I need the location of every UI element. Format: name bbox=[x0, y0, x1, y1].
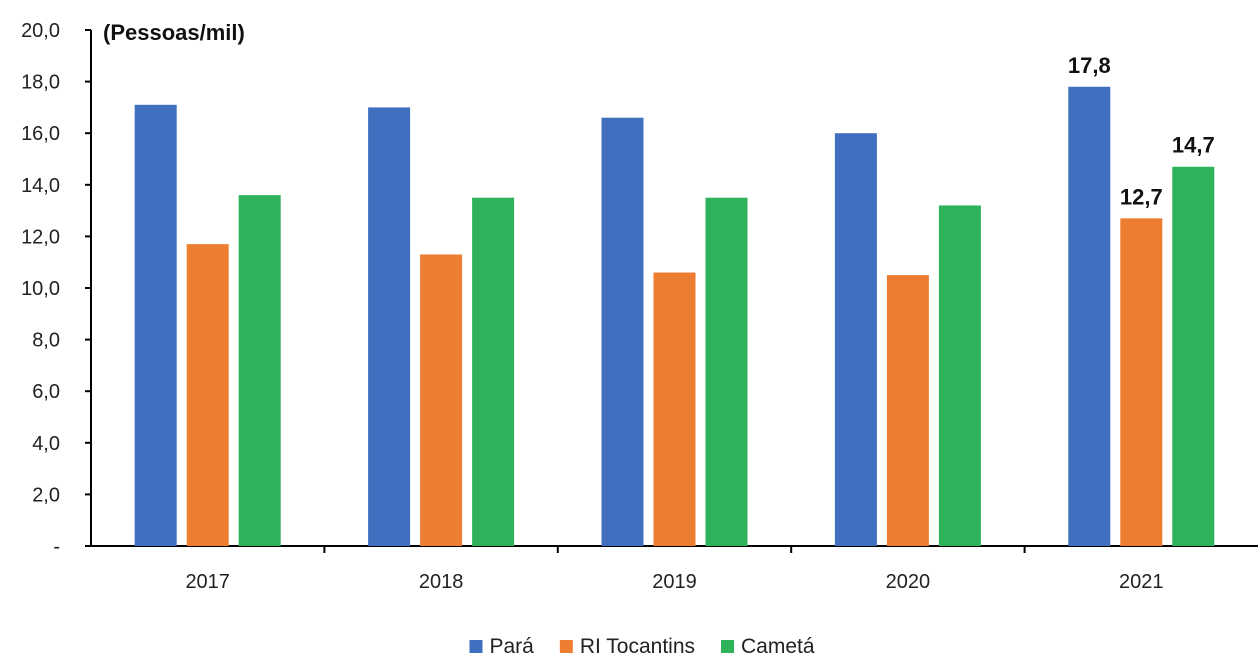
y-tick-label: 6,0 bbox=[32, 381, 60, 403]
bar-ri-tocantins-2017 bbox=[186, 244, 229, 546]
y-tick-label: 4,0 bbox=[32, 433, 60, 455]
y-axis: - 2,0 4,0 6,0 8,0 10,0 12,0 14,0 16,0 18,0 20,0 bbox=[21, 20, 92, 558]
y-unit-label: (Pessoas/mil) bbox=[103, 20, 245, 45]
legend-label: RI Tocantins bbox=[580, 635, 695, 658]
bar-camet--2021 bbox=[1172, 166, 1215, 547]
bar-par--2017 bbox=[134, 104, 177, 546]
x-tick-label: 2020 bbox=[886, 571, 931, 593]
y-tick-label: 16,0 bbox=[21, 123, 60, 145]
legend: Pará RI Tocantins Cametá bbox=[469, 635, 815, 658]
data-label: 17,8 bbox=[1068, 53, 1111, 78]
bar-par--2018 bbox=[368, 107, 411, 547]
bar-par--2020 bbox=[834, 133, 877, 546]
y-tick-label: - bbox=[53, 536, 60, 558]
y-tick-label: 8,0 bbox=[32, 330, 60, 352]
x-tick-label: 2021 bbox=[1119, 571, 1164, 593]
bar-ri-tocantins-2019 bbox=[653, 272, 696, 546]
data-label: 12,7 bbox=[1120, 184, 1163, 209]
bar-ri-tocantins-2020 bbox=[886, 275, 929, 546]
bar-ri-tocantins-2021 bbox=[1120, 218, 1163, 546]
bar-camet--2020 bbox=[938, 205, 981, 546]
data-labels: 17,8 12,7 14,7 bbox=[1068, 53, 1215, 210]
x-tick-label: 2018 bbox=[419, 571, 464, 593]
bar-camet--2019 bbox=[705, 197, 748, 546]
legend-swatch bbox=[559, 640, 573, 653]
x-tick-label: 2017 bbox=[185, 571, 230, 593]
bar-par--2021 bbox=[1068, 86, 1111, 546]
x-tick-label: 2019 bbox=[652, 571, 697, 593]
y-tick-label: 12,0 bbox=[21, 226, 60, 248]
legend-swatch bbox=[721, 640, 734, 653]
bar-camet--2018 bbox=[472, 197, 515, 546]
bar-ri-tocantins-2018 bbox=[420, 254, 463, 546]
y-tick-label: 14,0 bbox=[21, 175, 60, 197]
legend-swatch bbox=[469, 640, 483, 653]
y-tick-label: 20,0 bbox=[21, 20, 60, 42]
y-tick-label: 18,0 bbox=[21, 72, 60, 94]
bar-camet--2017 bbox=[238, 195, 281, 546]
data-label: 14,7 bbox=[1172, 133, 1215, 158]
legend-label: Pará bbox=[489, 635, 534, 658]
bar-par--2019 bbox=[601, 117, 644, 546]
bars bbox=[134, 86, 1215, 547]
legend-label: Cametá bbox=[741, 635, 815, 658]
x-axis: 2017 2018 2019 2020 2021 bbox=[91, 545, 1258, 593]
y-tick-label: 10,0 bbox=[21, 278, 60, 300]
y-tick-label: 2,0 bbox=[32, 484, 60, 506]
